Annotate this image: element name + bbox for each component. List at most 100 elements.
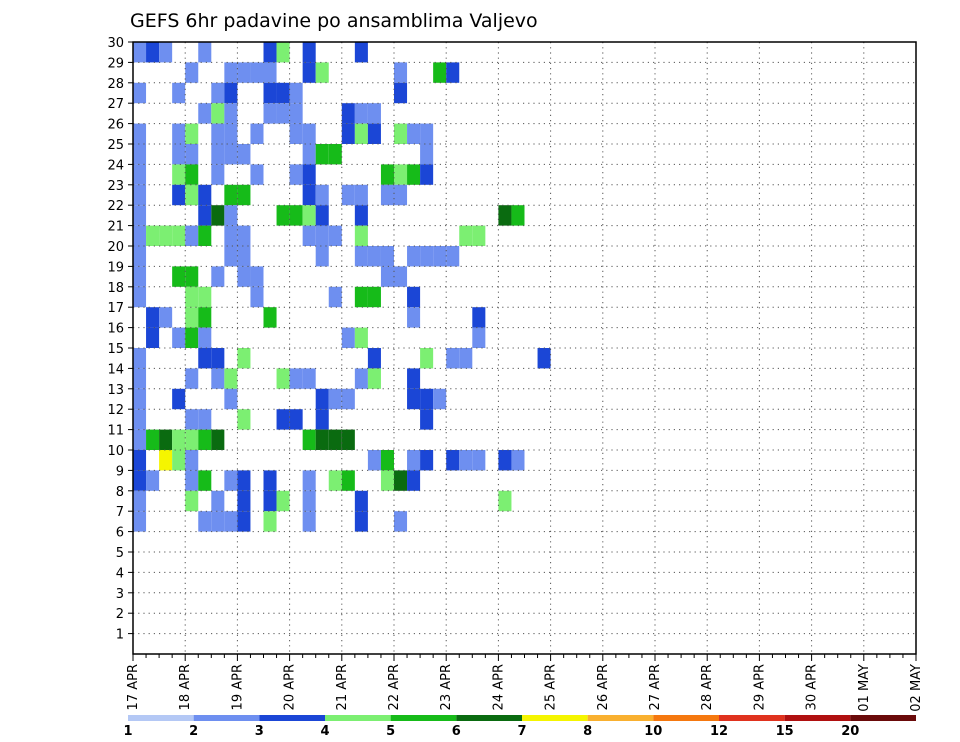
heatmap-cell [237,409,251,430]
heatmap-cell [380,184,394,206]
heatmap-cell [237,511,251,532]
y-tick-label: 21 [107,220,124,235]
y-tick-label: 27 [107,97,124,112]
heatmap-cell [407,307,421,328]
heatmap-cell [446,450,460,471]
heatmap-cell [198,184,212,206]
y-tick-label: 15 [107,342,124,357]
heatmap-cell [289,205,303,226]
legend-label: 12 [710,724,728,739]
heatmap-cell [315,184,329,206]
y-tick-label: 20 [107,240,124,255]
y-tick-label: 11 [107,424,124,439]
heatmap-cell [420,144,434,165]
y-tick-label: 1 [116,628,124,643]
heatmap-cell [302,123,316,144]
x-tick-label: 27 APR [648,664,663,710]
x-tick-label: 22 APR [387,664,402,710]
heatmap-cell [237,62,251,83]
heatmap-cell [224,103,238,124]
x-tick-label: 28 APR [700,664,715,710]
heatmap-cell [185,450,199,471]
heatmap-cell [276,82,290,104]
heatmap-cell [472,307,486,328]
heatmap-cell [211,429,225,450]
heatmap-cell [289,409,303,430]
legend-color-swatch [850,715,916,721]
heatmap-cell [263,490,277,512]
legend-label: 8 [583,724,592,739]
heatmap-cell [159,42,173,63]
y-tick-label: 7 [116,505,124,520]
legend-color-swatch [587,715,654,721]
y-tick-label: 5 [116,546,124,561]
heatmap-cell [498,450,512,471]
heatmap-cell [263,307,277,328]
heatmap-cell [394,184,408,206]
heatmap-cell [133,184,147,206]
heatmap-cell [133,144,147,165]
heatmap-cell [380,164,394,185]
heatmap-cell [211,511,225,532]
heatmap-cell [315,144,329,165]
heatmap-cell [237,348,251,369]
heatmap-cell [159,429,173,450]
x-tick-label: 25 APR [544,664,559,710]
heatmap-cell [198,307,212,328]
heatmap-cell [185,368,199,389]
heatmap-cell [133,470,147,491]
heatmap-cell [172,144,186,165]
heatmap-cell [394,164,408,185]
heatmap-cell [328,286,342,308]
heatmap-cell [237,225,251,246]
heatmap-cell [133,82,147,104]
heatmap-cell [133,368,147,389]
y-tick-label: 26 [107,118,124,133]
heatmap-cell [172,429,186,450]
heatmap-cell [237,246,251,267]
heatmap-cell [328,429,342,450]
grid-lines [133,42,916,654]
heatmap-cell [224,205,238,226]
heatmap-cell [433,62,447,83]
heatmap-cell [446,348,460,369]
heatmap-cell [237,266,251,287]
heatmap-cell [276,409,290,430]
heatmap-cell [394,470,408,491]
heatmap-cell [420,246,434,267]
x-axis-ticks: 17 APR 18 APR 19 APR 20 APR 21 APR 22 APR 23 A… [126,654,924,712]
heatmap-cell [185,490,199,512]
heatmap-cell [263,103,277,124]
heatmap-cell [211,103,225,124]
heatmap-cell [354,205,368,226]
legend-label: 6 [452,724,461,739]
legend-color-swatch [390,715,457,721]
heatmap-cell [446,246,460,267]
heatmap-cell [211,123,225,144]
heatmap-cell [250,62,264,83]
heatmap-cell [380,266,394,287]
heatmap-cell [380,246,394,267]
heatmap-cell [407,286,421,308]
heatmap-cell [367,450,381,471]
heatmap-cell [224,82,238,104]
heatmap-cell [198,327,212,348]
heatmap-cell [250,266,264,287]
x-tick-label: 18 APR [178,664,193,710]
y-tick-label: 3 [116,587,124,602]
heatmap-cell [289,82,303,104]
heatmap-cell [224,225,238,246]
heatmap-cell [133,450,147,471]
heatmap-cell [302,429,316,450]
heatmap-cell [237,470,251,491]
y-tick-label: 19 [107,260,124,275]
legend-color-swatch [456,715,522,721]
heatmap-cell [185,164,199,185]
legend-label: 5 [386,724,395,739]
y-axis-ticks: 1234567891011121314151617181920212223242… [107,36,133,643]
heatmap-cell [367,286,381,308]
heatmap-cell [198,103,212,124]
heatmap-cell [133,205,147,226]
heatmap-cell [433,246,447,267]
heatmap-cell [302,62,316,83]
